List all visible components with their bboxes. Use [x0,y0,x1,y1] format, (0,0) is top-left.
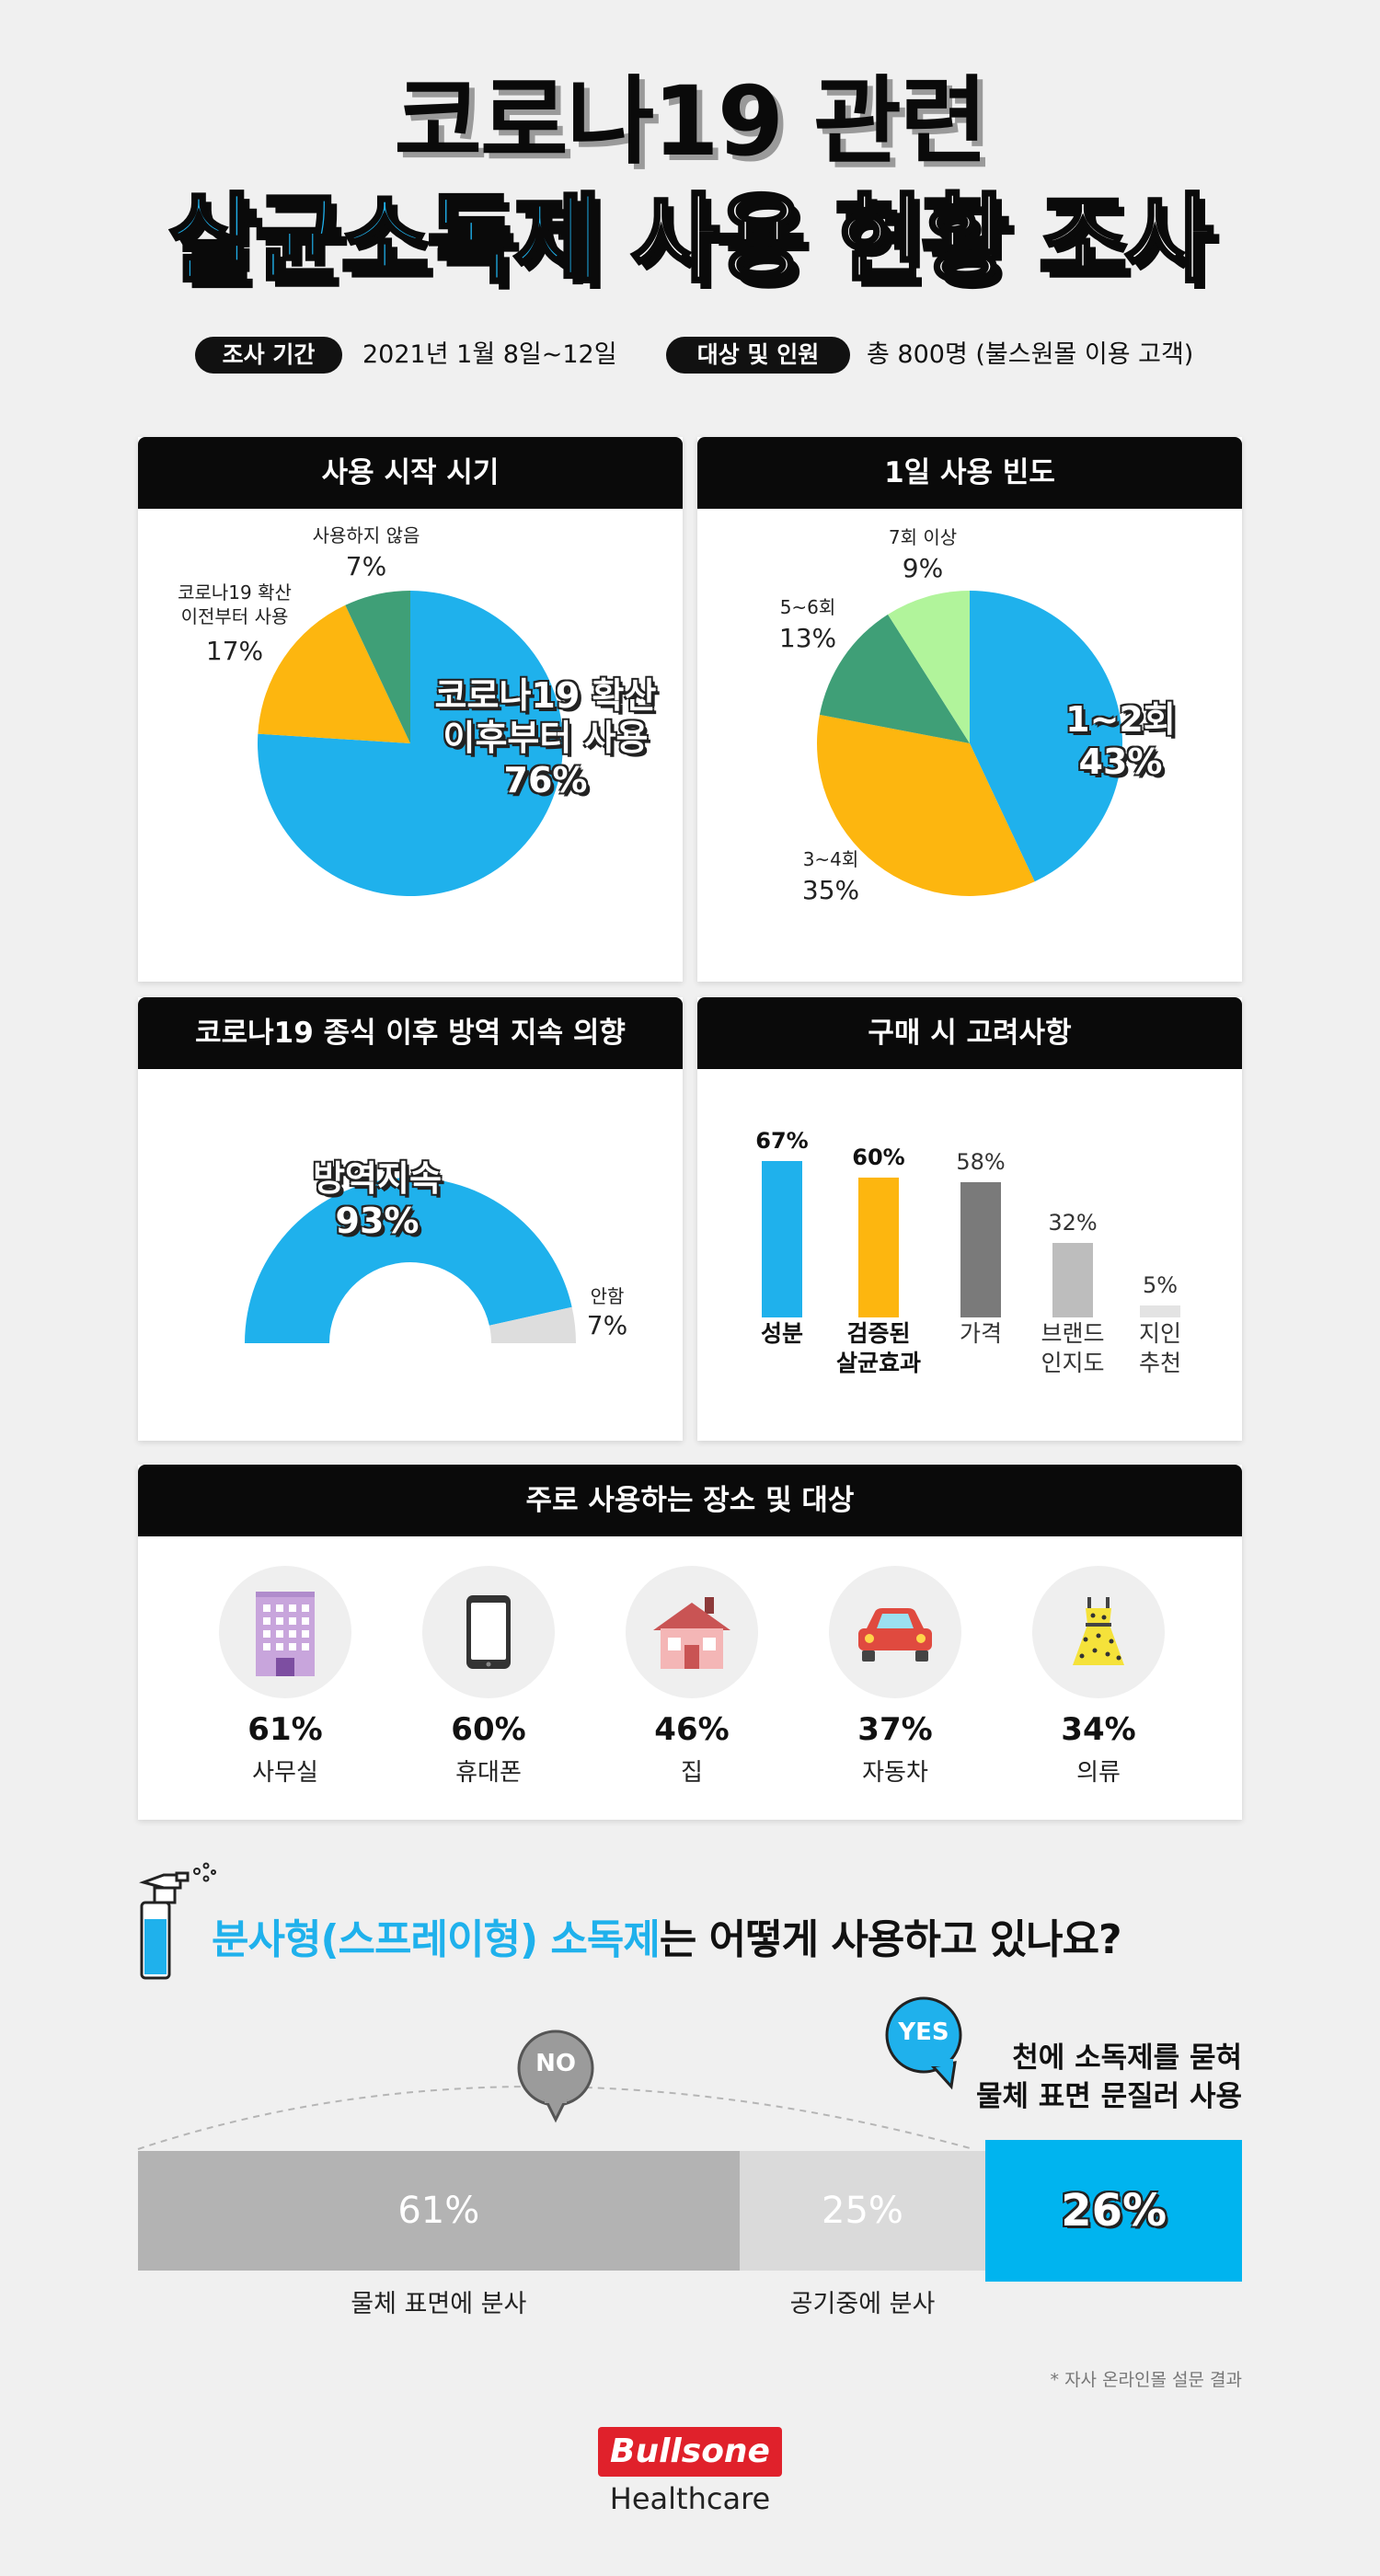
value-before-spread: 17% [205,636,264,666]
no-badge-bubble [517,2030,594,2123]
panel-start-time: 사용 시작 시기 사용하지 않음 7% 코로나19 확산 이전부터 사용 17%… [138,437,683,982]
value-stop: 7% [586,1310,628,1340]
spray-question: 분사형(스프레이형) 소독제는 어떻게 사용하고 있나요? [212,1906,1122,1965]
place-percent: 60% [451,1711,526,1748]
panel-purchase-factors: 구매 시 고려사항 67% 60% 58% 32% 5% 성분 검증된 살균효과 … [697,997,1242,1441]
place-percent: 34% [1061,1711,1136,1748]
label-stop: 안함 [590,1285,625,1307]
value-not-using: 7% [345,551,387,581]
smartphone-icon [422,1566,555,1698]
period-value: 2021년 1월 8일~12일 [362,340,617,369]
donut-slice-stop [489,1306,576,1343]
bar-brand [1052,1242,1093,1317]
place-label: 집 [681,1759,703,1787]
house-icon [626,1566,758,1698]
place-label: 의류 [1076,1759,1121,1787]
pie-slice-1-2 [970,591,1122,882]
page-title-rest: 사용 현황 조사 [629,183,1214,295]
bar-value: 60% [852,1144,905,1170]
panel-title: 사용 시작 시기 [138,437,683,509]
spray-question-rest: 는 어떻게 사용하고 있나요? [659,1916,1122,1963]
panel-title: 1일 사용 빈도 [697,437,1242,509]
segment-surface-spray: 61% [138,2151,740,2271]
place-percent: 37% [857,1711,933,1748]
spray-question-highlight: 분사형(스프레이형) 소독제 [212,1916,661,1963]
spray-bottle-icon [139,1862,216,1980]
clothing-icon [1032,1566,1165,1698]
panel-daily-frequency: 1일 사용 빈도 7회 이상 9% 5~6회 13% 3~4회 35% 1~2회… [697,437,1242,982]
bar-category: 성분 [760,1320,803,1347]
page-title-line2: 살균소독제 사용 현황 조사 [0,190,1380,289]
label-5-6: 5~6회 [779,596,836,618]
bar-value: 58% [956,1148,1006,1175]
bar-value: 5% [1142,1272,1179,1299]
panel-places: 주로 사용하는 장소 및 대상 61% 사무실 60% 휴대폰 [138,1465,1242,1820]
car-icon [829,1566,961,1698]
label-before-spread: 코로나19 확산 이전부터 사용 [178,581,292,627]
bar-verified-effect [858,1177,899,1317]
segment-air-spray: 25% [739,2151,986,2271]
value-7-plus: 9% [902,553,944,583]
pie-slice-7-plus [888,591,970,743]
semi-donut-continue [245,1178,576,1343]
period-pill: 조사 기간 [195,337,342,374]
yes-text: 천에 소독제를 묻혀 물체 표면 문질러 사용 [975,2041,1242,2113]
yes-badge: YES [898,2018,949,2046]
pie-slice-not-using [345,591,410,743]
yes-badge-bubble [885,1996,962,2090]
value-3-4: 35% [801,875,860,905]
place-percent: 61% [247,1711,323,1748]
place-label: 휴대폰 [455,1759,522,1787]
brand-logo [598,2427,782,2477]
bar-category: 브랜드 인지도 [1041,1320,1105,1376]
label-7-plus: 7회 이상 [888,526,958,548]
bar-price [960,1181,1001,1317]
place-label: 자동차 [862,1759,928,1787]
target-value: 총 800명 (불스원몰 이용 고객) [867,340,1194,369]
brand-name: Bullsone [610,2432,770,2470]
value-5-6: 13% [778,623,837,653]
bar-value: 67% [755,1128,809,1154]
target-pill: 대상 및 인원 [666,337,850,374]
bar-ingredient [762,1161,802,1317]
label-after-spread: 코로나19 확산 이후부터 사용 76% [434,675,657,800]
bar-value: 32% [1048,1209,1098,1236]
page-title-line1: 코로나19 관련 [394,65,987,178]
pie-daily-frequency [817,591,1122,896]
bar-category: 검증된 살균효과 [835,1320,921,1376]
panel-title: 주로 사용하는 장소 및 대상 [138,1465,1242,1536]
label-not-using: 사용하지 않음 [312,524,420,546]
page-title-highlight: 살균소독제 [167,183,603,295]
segment-label: 공기중에 분사 [789,2290,936,2318]
bar-category: 가격 [959,1320,1002,1347]
pie-start-time [258,591,563,896]
bar-chart-purchase: 67% 60% 58% 32% 5% 성분 검증된 살균효과 가격 브랜드 인지도 … [697,997,1242,1441]
no-badge: NO [535,2050,576,2077]
pie-slice-before-spread [258,604,410,743]
label-3-4: 3~4회 [802,848,859,870]
bar-referral [1140,1305,1180,1317]
panel-continue-intent: 코로나19 종식 이후 방역 지속 의향 방역지속 93% 안함 7% [138,997,683,1441]
place-percent: 46% [654,1711,730,1748]
donut-slice-continue [245,1178,572,1343]
panel-title: 구매 시 고려사항 [697,997,1242,1069]
pie-slice-3-4 [817,714,1035,896]
footnote: * 자사 온라인몰 설문 결과 [1050,2370,1242,2390]
brand-sub: Healthcare [609,2481,771,2516]
label-continue: 방역지속 93% [313,1158,442,1241]
segment-label: 물체 표면에 분사 [351,2290,527,2318]
panel-title: 코로나19 종식 이후 방역 지속 의향 [138,997,683,1069]
label-1-2: 1~2회 43% [1065,699,1176,782]
pie-slice-5-6 [819,614,970,743]
segment-cloth-wipe: 26% [985,2140,1242,2282]
bar-category: 지인 추천 [1138,1320,1181,1376]
office-building-icon [219,1566,351,1698]
place-label: 사무실 [252,1759,318,1787]
